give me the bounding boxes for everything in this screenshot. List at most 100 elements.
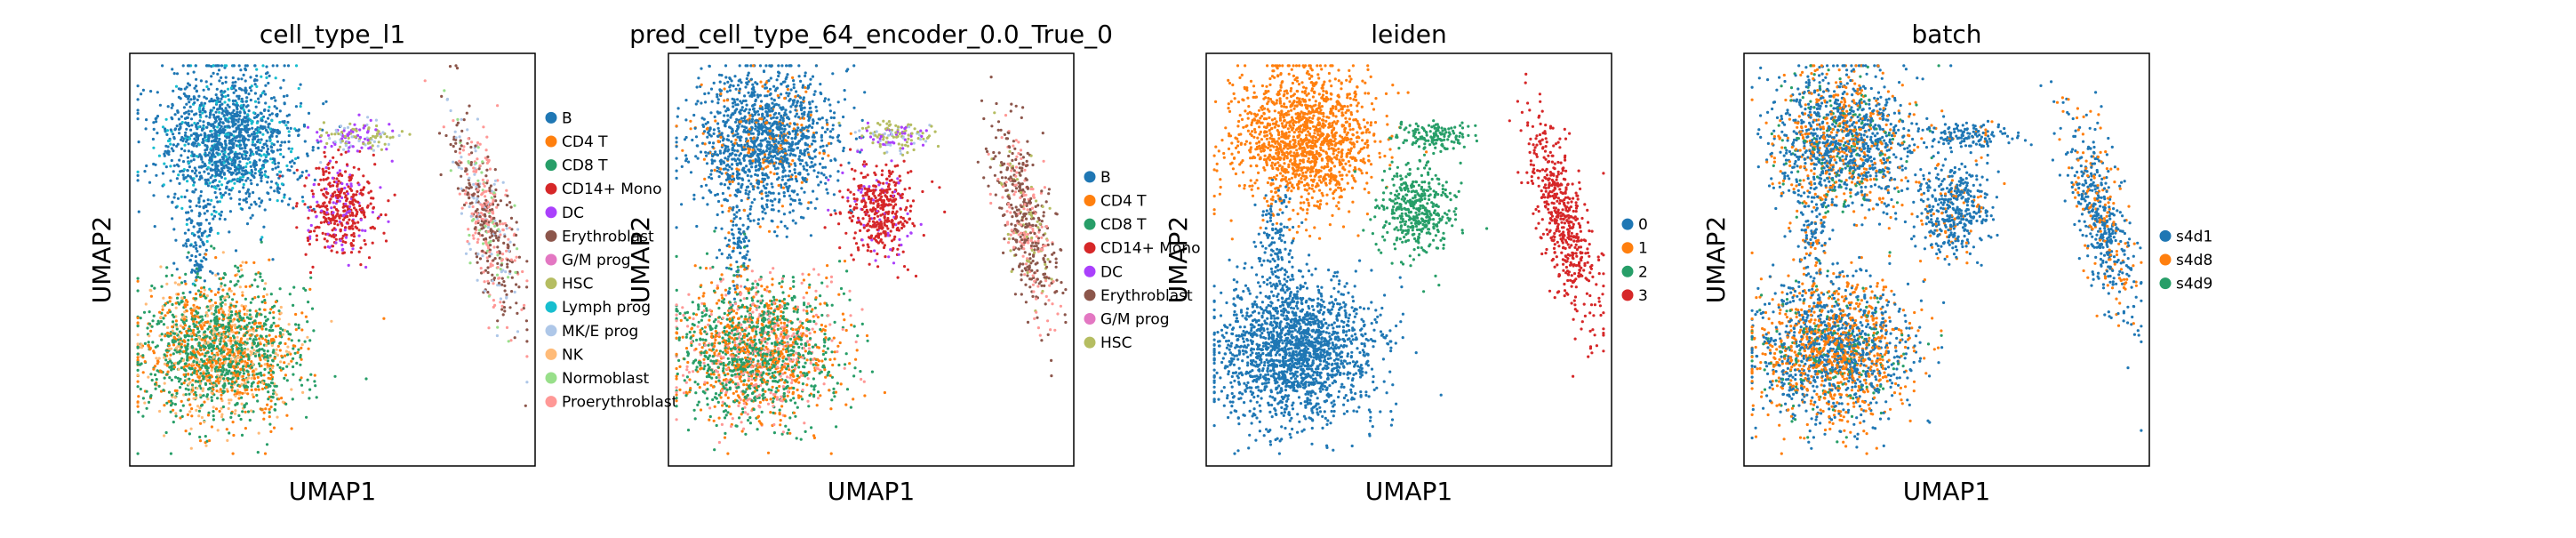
scatter-point [799, 100, 803, 104]
scatter-point [166, 105, 170, 108]
scatter-point [241, 291, 244, 294]
scatter-point [501, 181, 505, 184]
scatter-point [203, 101, 207, 105]
scatter-point [488, 250, 492, 253]
scatter-point [236, 363, 239, 366]
scatter-point [449, 142, 452, 147]
scatter-point [311, 192, 315, 196]
scatter-point [335, 220, 339, 223]
scatter-point [275, 113, 278, 116]
scatter-point [494, 234, 498, 237]
scatter-point [221, 276, 225, 280]
scatter-point [338, 195, 341, 198]
scatter-point [251, 346, 254, 349]
scatter-point [283, 193, 286, 197]
scatter-point [236, 120, 240, 124]
scatter-point [251, 119, 254, 123]
scatter-point [506, 265, 509, 269]
scatter-point [212, 341, 216, 345]
scatter-point [322, 178, 325, 181]
scatter-point [269, 97, 274, 100]
scatter-point [178, 132, 181, 135]
scatter-point [293, 351, 297, 355]
scatter-point [196, 289, 200, 293]
scatter-point [156, 91, 159, 94]
scatter-point [274, 335, 277, 339]
scatter-point [213, 138, 217, 141]
scatter-point [267, 390, 270, 394]
scatter-point [388, 123, 391, 126]
scatter-point [514, 270, 517, 274]
scatter-point [198, 213, 202, 216]
scatter-point [710, 177, 714, 181]
scatter-point [141, 397, 145, 400]
scatter-point [204, 435, 207, 438]
scatter-point [199, 221, 203, 225]
scatter-point [180, 345, 183, 349]
scatter-point [346, 125, 350, 129]
scatter-point [181, 404, 185, 407]
scatter-point [249, 98, 252, 102]
scatter-point [351, 212, 355, 215]
scatter-point [315, 166, 318, 170]
legend-marker [545, 253, 557, 266]
scatter-point [264, 357, 268, 361]
scatter-point [243, 308, 246, 311]
scatter-point [363, 238, 366, 243]
legend-marker [545, 206, 557, 219]
scatter-point [252, 130, 256, 134]
scatter-point [217, 310, 221, 314]
scatter-point [167, 309, 172, 312]
scatter-point [206, 153, 210, 157]
scatter-point [221, 251, 225, 254]
scatter-point [731, 149, 734, 152]
scatter-point [525, 328, 529, 332]
scatter-point [267, 175, 270, 179]
scatter-point [294, 105, 298, 108]
scatter-point [284, 373, 287, 377]
scatter-point [255, 74, 259, 77]
scatter-point [820, 157, 825, 160]
scatter-point [523, 303, 526, 307]
scatter-point [223, 128, 227, 132]
scatter-point [748, 207, 752, 211]
scatter-point [391, 135, 395, 139]
scatter-point [204, 248, 208, 252]
scatter-point [208, 325, 212, 329]
scatter-point [292, 285, 296, 289]
scatter-point [249, 179, 252, 182]
scatter-point [468, 153, 471, 157]
scatter-point [270, 343, 274, 348]
scatter-point [740, 124, 744, 128]
scatter-point [198, 113, 202, 116]
scatter-point [209, 176, 212, 180]
scatter-point [487, 205, 491, 209]
scatter-point [788, 165, 791, 168]
scatter-point [340, 132, 343, 136]
scatter-point [269, 430, 273, 433]
scatter-point [476, 212, 479, 215]
scatter-point [157, 322, 161, 325]
scatter-point [245, 324, 249, 327]
scatter-point [253, 319, 257, 323]
scatter-point [744, 191, 748, 196]
scatter-point [196, 327, 200, 331]
scatter-point [196, 331, 200, 334]
scatter-point [200, 315, 204, 318]
scatter-point [329, 197, 332, 201]
scatter-point [237, 190, 241, 194]
scatter-point [218, 137, 221, 141]
scatter-point [195, 320, 198, 324]
scatter-point [475, 215, 478, 219]
scatter-point [209, 83, 212, 86]
scatter-point [156, 115, 160, 118]
scatter-point [188, 403, 192, 406]
scatter-point [391, 129, 395, 132]
scatter-point [197, 341, 201, 345]
scatter-point [252, 79, 256, 83]
scatter-point [244, 391, 247, 395]
scatter-point [198, 119, 202, 123]
scatter-point [221, 350, 226, 354]
scatter-point [152, 146, 156, 149]
scatter-point [269, 406, 273, 409]
